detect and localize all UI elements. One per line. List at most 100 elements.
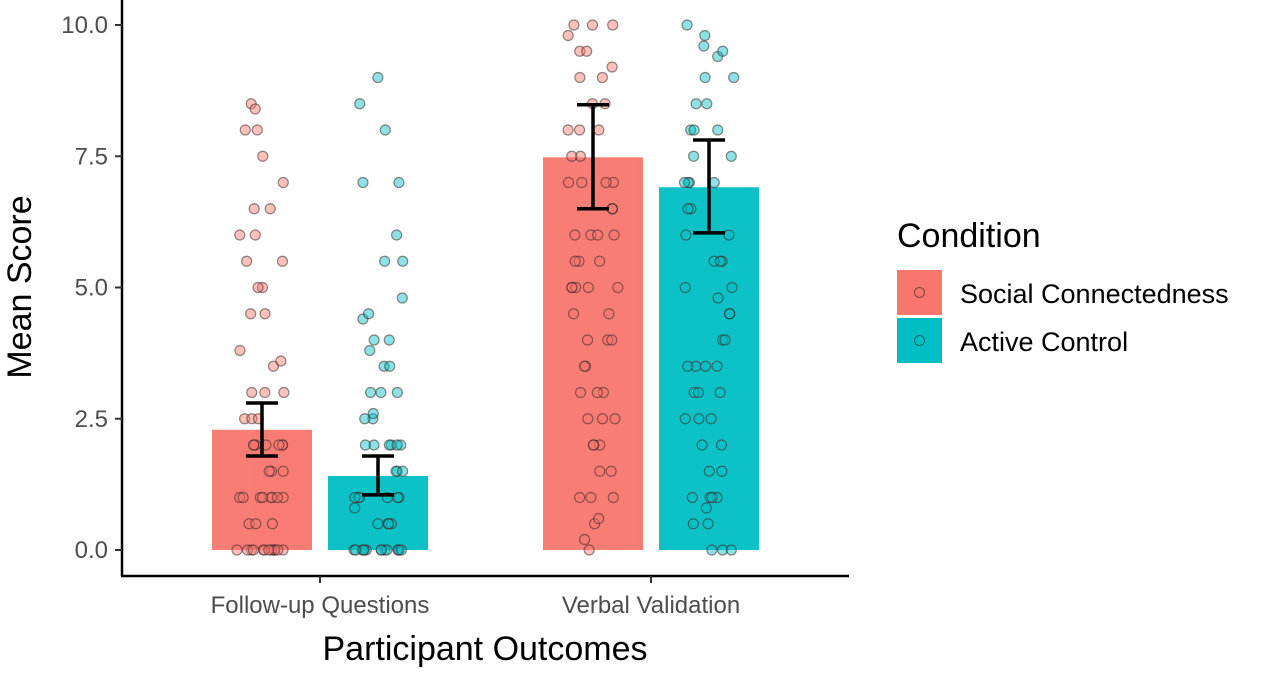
data-point (609, 413, 621, 425)
data-point (692, 386, 705, 399)
x-ticks: Follow-up Questions Verbal Validation (211, 576, 740, 619)
data-point (273, 439, 285, 451)
legend-item-social-connectedness: Social Connectedness (897, 270, 1229, 315)
data-point (607, 491, 619, 504)
data-point (573, 124, 586, 136)
data-point (701, 98, 713, 110)
data-point (241, 255, 253, 267)
data-point (587, 439, 599, 451)
data-point (391, 386, 403, 399)
data-point (597, 386, 610, 399)
data-point (699, 71, 711, 84)
legend-key-point (914, 287, 925, 298)
data-point (569, 229, 581, 241)
data-point (685, 124, 697, 136)
data-point (574, 491, 586, 504)
data-point (385, 518, 398, 530)
data-point (581, 45, 593, 57)
data-point (682, 203, 694, 215)
data-point (714, 255, 726, 267)
data-point (596, 413, 609, 425)
data-point (682, 176, 694, 189)
data-point (573, 255, 585, 267)
data-point (241, 544, 254, 556)
y-tick-label: 5.0 (75, 275, 108, 302)
data-point (569, 255, 581, 267)
data-point (712, 292, 724, 304)
y-axis-label: Mean Score (1, 195, 39, 378)
data-point (696, 439, 708, 451)
data-point (562, 124, 574, 136)
data-point (357, 544, 370, 556)
legend: Condition Social Connectedness Active Co… (897, 217, 1229, 363)
data-point (275, 355, 287, 367)
data-point (680, 229, 692, 241)
data-point (272, 544, 284, 556)
data-point (566, 281, 578, 294)
data-point (579, 533, 591, 546)
data-point (392, 491, 404, 504)
data-point (602, 334, 614, 346)
data-point (568, 19, 580, 31)
data-point (578, 360, 591, 372)
data-point (612, 281, 624, 294)
data-point (705, 413, 717, 425)
data-point (264, 203, 276, 215)
y-tick-label: 2.5 (75, 406, 108, 433)
legend-item-active-control: Active Control (897, 318, 1128, 363)
data-point (583, 544, 595, 556)
data-point (368, 334, 380, 346)
data-point (716, 544, 729, 556)
data-point (359, 413, 371, 425)
data-point (586, 19, 599, 31)
data-point (271, 491, 283, 504)
bars (212, 157, 759, 551)
y-tick-label: 0.0 (75, 537, 108, 564)
data-point (725, 150, 737, 162)
data-point (699, 29, 711, 42)
data-point (698, 40, 710, 52)
data-point (678, 176, 691, 189)
data-point (364, 386, 377, 399)
data-point (585, 491, 597, 504)
data-point (234, 344, 246, 357)
data-point (362, 308, 375, 320)
y-tick-label: 10.0 (61, 12, 108, 39)
data-point (606, 334, 618, 346)
data-point (252, 281, 264, 294)
bar (543, 157, 643, 551)
data-point (600, 176, 612, 189)
data-point (372, 518, 384, 530)
data-point (395, 544, 408, 556)
data-point (593, 512, 605, 525)
data-point (357, 176, 369, 189)
x-tick-label: Verbal Validation (562, 592, 740, 619)
data-point (391, 439, 403, 451)
data-point (682, 360, 694, 372)
legend-label: Social Connectedness (960, 279, 1229, 309)
data-point (723, 229, 735, 241)
data-point (267, 360, 280, 372)
data-point (581, 334, 594, 346)
data-point (277, 176, 289, 189)
data-point (248, 439, 260, 451)
data-point (681, 19, 693, 31)
data-point (277, 465, 289, 477)
data-point (685, 203, 697, 215)
data-point (703, 465, 715, 477)
data-point (393, 176, 405, 189)
data-point (567, 308, 580, 320)
data-point (562, 176, 575, 189)
error-bars (246, 103, 725, 497)
data-point (397, 255, 409, 267)
data-point (700, 502, 712, 514)
legend-title: Condition (897, 217, 1041, 255)
data-point (690, 98, 702, 110)
data-point (234, 491, 246, 504)
data-point (574, 150, 587, 162)
data-point (576, 176, 588, 189)
data-point (368, 439, 380, 451)
data-point (257, 150, 269, 162)
data-point (566, 150, 578, 162)
